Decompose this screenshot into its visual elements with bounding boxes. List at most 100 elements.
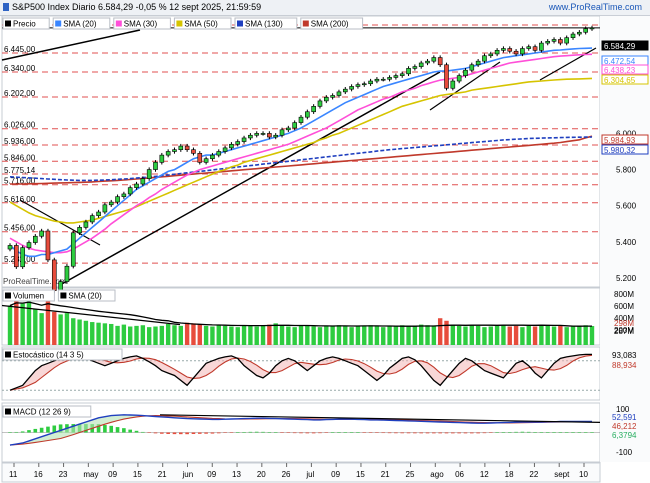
volume-trend-line [1, 304, 181, 326]
candle-body [26, 242, 32, 248]
macd-histogram-bar [318, 432, 322, 434]
macd-histogram-bar [356, 432, 360, 433]
candle-body [7, 245, 13, 250]
candle-body [235, 141, 241, 145]
volume-bar [368, 325, 373, 345]
candle-body [501, 48, 506, 51]
candle-body [412, 66, 418, 69]
macd-histogram-bar [419, 432, 423, 434]
volume-bar [134, 325, 139, 345]
site-link[interactable]: www.ProRealTime.com [548, 2, 642, 12]
volume-value-label: 287M [614, 327, 634, 336]
volume-bar [469, 325, 475, 345]
volume-bar [488, 326, 493, 345]
sma50-line [9, 77, 593, 224]
volume-bar [140, 325, 146, 345]
chart-title: S&P500 Index Diario 6.584,29 -0,05 % 12 … [12, 2, 262, 12]
macd-histogram-bar [166, 432, 170, 434]
volume-bar [286, 326, 291, 345]
volume-bar [121, 324, 127, 345]
candle-body [33, 235, 38, 243]
macd-histogram-bar [52, 425, 57, 433]
candle-body [45, 230, 51, 261]
value-label-box [601, 40, 649, 51]
volume-bar [425, 325, 430, 345]
macd-histogram-bar [375, 432, 379, 433]
volume-bar [589, 326, 595, 345]
candle-body [298, 116, 304, 123]
candle-body [178, 145, 184, 150]
sma30-line [9, 53, 593, 254]
macd-histogram-bar [248, 431, 253, 433]
volume-bar [393, 325, 399, 345]
macd-histogram-bar [134, 430, 139, 433]
macd-histogram-bar [305, 432, 310, 434]
macd-histogram-bar [495, 432, 499, 433]
volume-bar [463, 326, 468, 345]
price-value-label: 6.472,54 [604, 57, 636, 66]
price-y-tick: 5.456,00 [4, 224, 36, 233]
macd-histogram-bar [432, 432, 436, 434]
candle-body [172, 149, 177, 152]
legend-label: SMA (130) [245, 20, 283, 29]
macd-histogram-bar [526, 431, 531, 433]
legend-item [2, 348, 123, 361]
macd-tick: -100 [616, 448, 633, 457]
candle-body [387, 77, 392, 80]
volume-bar [77, 319, 82, 345]
x-axis-label: jun [181, 470, 193, 479]
macd-histogram-bar [179, 432, 183, 435]
volume-bar [267, 324, 272, 345]
volume-tick: 200M [614, 326, 634, 335]
macd-histogram-bar [457, 432, 461, 434]
volume-bar [216, 325, 221, 345]
volume-bar [324, 325, 329, 345]
legend-item [113, 17, 171, 30]
macd-histogram-bar [349, 432, 354, 433]
macd-histogram-bar [413, 432, 417, 434]
macd-histogram-bar [337, 432, 341, 433]
candle-body [311, 106, 316, 113]
volume-bar [513, 325, 519, 345]
candle-body [558, 39, 563, 44]
volume-bar [64, 313, 70, 345]
macd-histogram-bar [406, 432, 411, 434]
stoch-fill [10, 354, 592, 391]
price-value-label: 6.438,23 [604, 66, 636, 75]
macd-histogram-bar [46, 426, 50, 433]
volume-bar [273, 323, 278, 345]
candle-body [165, 151, 171, 156]
legend-swatch [5, 408, 11, 415]
macd-histogram-bar [216, 432, 221, 434]
macd-histogram-bar [109, 425, 114, 433]
volume-bar [501, 325, 506, 345]
candle-body [418, 62, 424, 67]
candle-body [305, 111, 310, 118]
x-axis-label: 10 [579, 470, 588, 479]
volume-bar [336, 325, 342, 345]
volume-bar [241, 325, 247, 345]
candle-body [64, 265, 70, 282]
candle-body [526, 46, 532, 49]
candle-body [507, 48, 513, 52]
macd-histogram-bar [539, 432, 544, 433]
candle-body [488, 53, 494, 57]
volume-sma-line [9, 301, 592, 327]
legend-item [57, 289, 116, 302]
stoch-k-line [9, 353, 592, 391]
volume-bar [292, 327, 297, 345]
candle-body [583, 28, 588, 33]
volume-bar [96, 322, 101, 345]
candle-body [20, 247, 25, 268]
volume-bar [475, 325, 481, 345]
legend-item [300, 17, 364, 30]
volume-bar [298, 325, 304, 345]
candle-body [134, 183, 139, 188]
volume-bar [545, 325, 550, 345]
sma130-line [9, 136, 593, 182]
legend-label: SMA (20) [68, 292, 102, 301]
volume-bar [437, 318, 443, 345]
macd-histogram-bar [400, 432, 405, 434]
volume-bar [115, 325, 120, 345]
